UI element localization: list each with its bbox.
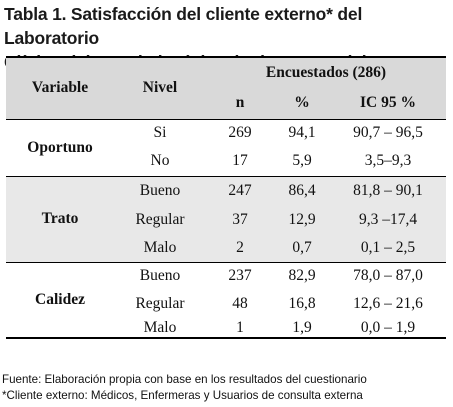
table-row: Malo 2 0,7 0,1 – 2,5: [6, 234, 446, 263]
n-cell: 17: [206, 147, 274, 177]
table-row: Oportuno Si 269 94,1 90,7 – 96,5: [6, 119, 446, 177]
header-nivel: Nivel: [114, 56, 206, 120]
n-cell: 1: [206, 318, 274, 339]
ic-cell: 0,1 – 2,5: [330, 234, 446, 263]
pct-cell: 12,9: [274, 206, 330, 234]
ic-cell: 0,0 – 1,9: [330, 318, 446, 339]
variable-cell: Calidez: [6, 262, 114, 339]
pct-cell: 86,4: [274, 176, 330, 206]
nivel-cell: Regular: [135, 295, 185, 312]
n-cell: 37: [206, 206, 274, 234]
ic-cell: 90,7 – 96,5: [353, 124, 423, 142]
table-row: Trato Bueno 247 86,4 81,8 – 90,1: [6, 176, 446, 263]
variable-cell: Trato: [6, 176, 114, 263]
ic-cell: 9,3 –17,4: [330, 206, 446, 234]
header-pct: %: [274, 87, 330, 120]
nivel-cell: Bueno: [114, 176, 206, 206]
footnote-source: Fuente: Elaboración propia con base en l…: [2, 373, 367, 386]
table-row: Malo 1 1,9 0,0 – 1,9: [6, 318, 446, 339]
pct-cell: 82,9: [288, 267, 316, 285]
nivel-cell: Bueno: [139, 267, 181, 285]
nivel-cell: No: [114, 147, 206, 177]
header-variable: Variable: [6, 56, 114, 120]
n-cell: 237: [228, 267, 252, 285]
pct-cell: 0,7: [274, 234, 330, 263]
pct-cell: 5,9: [274, 147, 330, 177]
header-encuestados: Encuestados (286): [206, 56, 446, 87]
header-ic: IC 95 %: [330, 87, 446, 120]
n-cell: 247: [206, 176, 274, 206]
nivel-cell: Si: [153, 124, 167, 142]
ic-cell: 81,8 – 90,1: [330, 176, 446, 206]
footnote-definition: *Cliente externo: Médicos, Enfermeras y …: [2, 389, 363, 402]
table-row: Regular 37 12,9 9,3 –17,4: [6, 206, 446, 234]
ic-cell: 3,5–9,3: [330, 147, 446, 177]
pct-cell: 16,8: [288, 295, 316, 312]
caption-line-1: Tabla 1. Satisfacción del cliente extern…: [4, 4, 363, 48]
n-cell: 2: [206, 234, 274, 263]
table-row: Calidez Bueno 237 82,9 78,0 – 87,0: [6, 262, 446, 339]
satisfaction-table: Variable Nivel Encuestados (286) n % IC …: [6, 56, 446, 339]
n-cell: 269: [228, 124, 252, 142]
nivel-cell: Malo: [114, 318, 206, 339]
pct-cell: 94,1: [288, 124, 316, 142]
table-row: No 17 5,9 3,5–9,3: [6, 147, 446, 177]
ic-cell: 12,6 – 21,6: [353, 295, 423, 312]
n-cell: 48: [232, 295, 248, 312]
ic-cell: 78,0 – 87,0: [353, 267, 423, 285]
table-row: Regular 48 16,8 12,6 – 21,6: [6, 290, 446, 318]
pct-cell: 1,9: [274, 318, 330, 339]
nivel-cell: Regular: [114, 206, 206, 234]
header-n: n: [206, 87, 274, 120]
nivel-cell: Malo: [114, 234, 206, 263]
variable-cell: Oportuno: [6, 119, 114, 177]
